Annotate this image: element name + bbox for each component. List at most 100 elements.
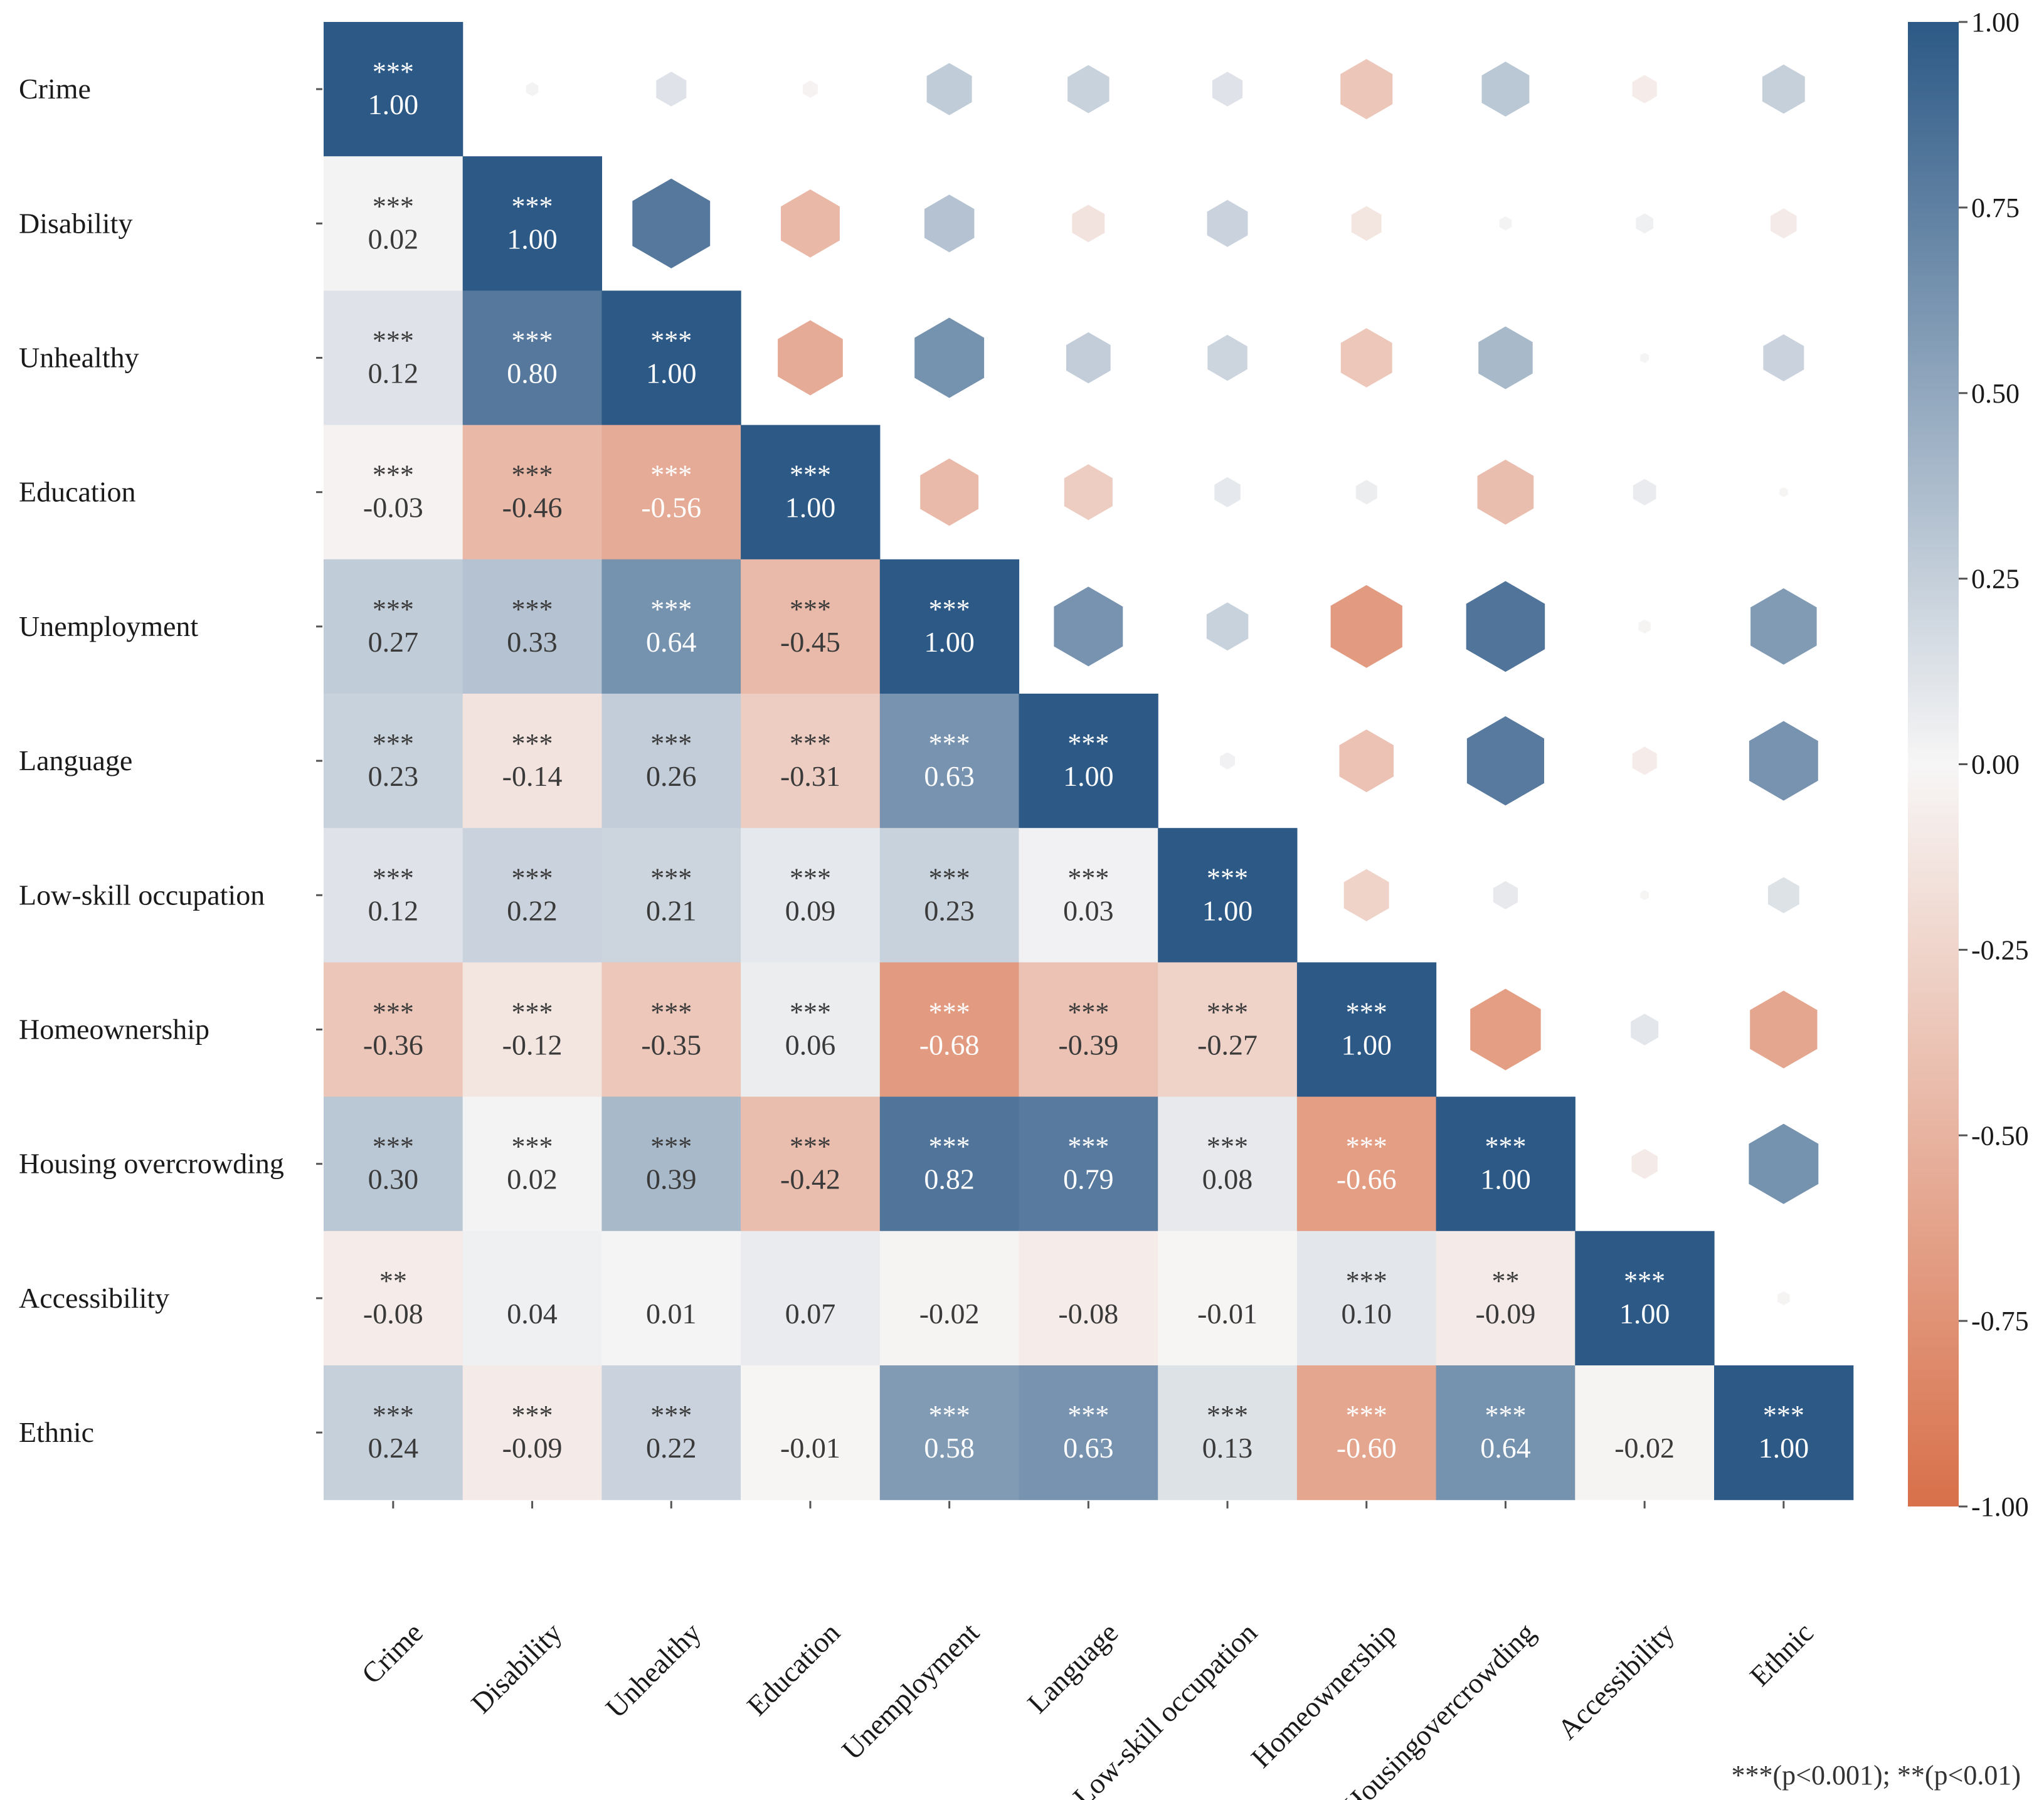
hexagon-marker-3-7 (1355, 480, 1377, 505)
correlation-value-label: -0.46 (502, 492, 563, 524)
heatmap-cell-10-7 (1296, 1365, 1437, 1500)
correlation-value-label: 1.00 (368, 88, 419, 120)
correlation-value-label: 1.00 (507, 223, 558, 255)
heatmap-cell-4-3 (741, 559, 881, 694)
correlation-value-label: 0.09 (785, 894, 836, 926)
x-tick-label-language: Language (1021, 1616, 1124, 1719)
heatmap-cell-8-8 (1436, 1096, 1575, 1232)
significance-label: *** (1207, 862, 1248, 893)
correlation-value-label: 0.80 (507, 357, 558, 389)
colorbar-tick-label: -1.00 (1971, 1491, 2029, 1522)
hexagon-marker-2-7 (1340, 328, 1392, 388)
y-tick-label-language: Language (19, 744, 132, 776)
heatmap-cell-4-1 (462, 559, 602, 694)
correlation-value-label: -0.39 (1058, 1029, 1118, 1061)
hexagon-marker-3-5 (1064, 464, 1113, 521)
correlation-value-label: -0.12 (502, 1029, 563, 1061)
heatmap-cell-8-4 (879, 1096, 1020, 1232)
heatmap-cells (324, 22, 1854, 1500)
heatmap-cell-10-2 (601, 1365, 741, 1500)
correlation-value-label: -0.56 (641, 492, 701, 524)
hexagon-marker-0-8 (1481, 61, 1530, 117)
colorbar-tick-label: 0.00 (1971, 749, 2020, 780)
significance-label: *** (512, 191, 553, 221)
colorbar-tick-label: -0.50 (1971, 1120, 2029, 1151)
significance-label: *** (1346, 997, 1387, 1028)
significance-label: *** (650, 862, 692, 893)
cell-labels: ***1.00***0.02***1.00***0.12***0.80***1.… (363, 56, 1809, 1464)
heatmap-cell-8-5 (1019, 1096, 1158, 1232)
correlation-value-label: 0.08 (1202, 1163, 1253, 1195)
heatmap-cell-3-1 (462, 425, 602, 560)
correlation-value-label: 0.30 (368, 1163, 419, 1195)
significance-label: *** (512, 326, 553, 356)
correlation-value-label: 1.00 (924, 626, 975, 658)
hexagon-marker-6-7 (1343, 869, 1389, 921)
correlation-value-label: 0.02 (368, 223, 419, 255)
significance-label: *** (373, 326, 414, 356)
hexagon-marker-2-5 (1066, 332, 1111, 384)
significance-label: *** (790, 460, 831, 490)
significance-label: *** (790, 728, 831, 759)
heatmap-cell-7-5 (1019, 962, 1158, 1098)
hexagon-marker-2-8 (1478, 326, 1533, 389)
heatmap-cell-6-0 (324, 828, 463, 963)
heatmap-cell-10-9 (1575, 1365, 1715, 1500)
correlation-value-label: 0.64 (646, 626, 697, 658)
hexagon-marker-7-9 (1631, 1014, 1659, 1046)
hexagon-marker-5-6 (1220, 752, 1235, 770)
colorbar-tick-label: 0.75 (1971, 193, 2020, 223)
hexagon-marker-4-8 (1466, 581, 1545, 672)
correlation-value-label: 0.21 (646, 894, 697, 926)
hexagon-marker-0-3 (802, 80, 818, 98)
colorbar: 1.00 0.75 0.50 0.25 0.00 -0.25 -0.50 -0.75 -1.00 (1908, 7, 2029, 1522)
hexagon-marker-1-8 (1499, 216, 1512, 231)
correlation-value-label: -0.03 (363, 492, 423, 524)
significance-label: *** (929, 1131, 970, 1162)
correlation-value-label: 0.58 (924, 1432, 975, 1464)
correlation-value-label: -0.45 (780, 626, 840, 658)
x-tick-label-unemployment: Unemployment (835, 1616, 985, 1766)
significance-label: *** (790, 862, 831, 893)
heatmap-cell-5-3 (741, 694, 881, 829)
correlation-value-label: 0.82 (924, 1163, 975, 1195)
correlation-value-label: 0.07 (785, 1298, 836, 1330)
hexagon-marker-6-10 (1767, 877, 1799, 914)
x-tick-label-unhealthy: Unhealthy (600, 1616, 707, 1724)
correlation-value-label: 0.39 (646, 1163, 697, 1195)
significance-label: *** (512, 460, 553, 490)
heatmap-cell-10-1 (462, 1365, 602, 1500)
significance-label: *** (929, 1400, 970, 1431)
correlation-value-label: 1.00 (1759, 1432, 1809, 1464)
correlation-value-label: 0.12 (368, 357, 419, 389)
significance-label: *** (1346, 1266, 1387, 1296)
heatmap-cell-7-6 (1158, 962, 1298, 1098)
y-tick-label-crime: Crime (19, 73, 91, 105)
hexagon-marker-0-9 (1632, 75, 1657, 103)
heatmap-cell-7-1 (462, 962, 602, 1098)
correlation-value-label: 0.63 (1063, 1432, 1114, 1464)
significance-label: *** (790, 997, 831, 1028)
hexagon-marker-4-5 (1054, 586, 1123, 667)
significance-label: *** (650, 997, 692, 1028)
hexagon-marker-1-4 (924, 194, 975, 253)
hexagon-marker-8-10 (1749, 1123, 1819, 1204)
x-tick-label-disability: Disability (465, 1616, 568, 1719)
significance-label: *** (373, 460, 414, 490)
hexagon-marker-0-2 (656, 71, 687, 107)
significance-label: ** (379, 1266, 407, 1296)
heatmap-cell-8-7 (1296, 1096, 1437, 1232)
heatmap-cell-5-1 (462, 694, 602, 829)
hexagon-marker-3-10 (1779, 487, 1788, 497)
significance-label: *** (650, 1131, 692, 1162)
y-axis: Crime Disability Unhealthy Education Unemplo… (19, 73, 322, 1448)
significance-label: *** (1207, 1131, 1248, 1162)
heatmap-cell-7-2 (601, 962, 741, 1098)
heatmap-cell-8-2 (601, 1096, 741, 1232)
hexagon-marker-3-4 (920, 458, 979, 526)
heatmap-cell-9-1 (462, 1231, 602, 1366)
colorbar-gradient (1908, 22, 1959, 1506)
significance-label: *** (1067, 1400, 1109, 1431)
correlation-value-label: 0.27 (368, 626, 419, 658)
